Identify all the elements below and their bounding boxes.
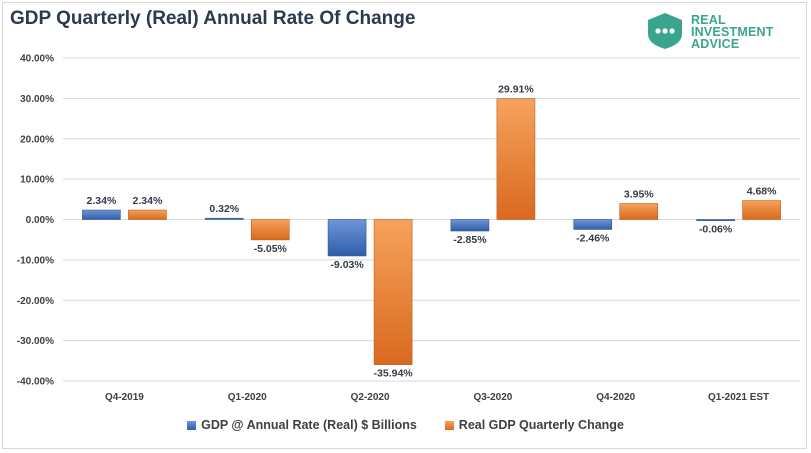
bar-series-2: [250, 219, 290, 241]
y-tick-label: -20.00%: [17, 296, 54, 307]
bar-series-2: [373, 219, 413, 365]
data-label: 3.95%: [624, 189, 654, 201]
bar-series-1: [327, 219, 367, 257]
data-label: -2.46%: [576, 232, 610, 244]
bar-series-2: [619, 203, 659, 220]
data-label: -0.06%: [699, 224, 733, 236]
logo-badge-icon: [648, 13, 682, 49]
y-tick-label: 10.00%: [20, 175, 54, 186]
legend-item-series-1: GDP @ Annual Rate (Real) $ Billions: [187, 418, 417, 432]
bar-series-1: [82, 209, 121, 220]
data-label: -5.05%: [254, 243, 288, 255]
real-investment-advice-logo: REAL INVESTMENT ADVICE: [645, 10, 805, 52]
logo-line-3: ADVICE: [691, 37, 740, 51]
x-tick-label: Q4-2019: [105, 392, 144, 403]
logo-line-1: REAL: [691, 13, 726, 27]
data-label: -35.94%: [374, 368, 414, 380]
data-label: 2.34%: [133, 195, 163, 207]
bar-series-1: [573, 219, 613, 230]
y-tick-label: 20.00%: [20, 134, 54, 145]
logo-wordmark: REAL INVESTMENT ADVICE: [691, 13, 774, 51]
data-label: -9.03%: [330, 259, 364, 271]
y-tick-label: -40.00%: [17, 377, 54, 388]
bar-series-2: [128, 209, 167, 220]
legend-label-series-1: GDP @ Annual Rate (Real) $ Billions: [201, 418, 417, 432]
data-label: 0.32%: [209, 203, 239, 215]
x-tick-label: Q1-2021 EST: [708, 392, 769, 403]
bar-series-1: [450, 219, 490, 232]
legend-swatch-series-2: [444, 420, 454, 430]
legend-swatch-series-1: [187, 420, 197, 430]
y-tick-label: -10.00%: [17, 255, 54, 266]
chart-frame: [2, 2, 807, 449]
y-tick-label: 0.00%: [26, 215, 54, 226]
data-label: 2.34%: [87, 195, 117, 207]
x-tick-label: Q1-2020: [228, 392, 267, 403]
data-label: 29.91%: [498, 84, 534, 96]
y-tick-label: 40.00%: [20, 54, 54, 65]
legend: GDP @ Annual Rate (Real) $ Billions Real…: [0, 418, 811, 432]
bar-series-2: [496, 98, 536, 220]
logo-line-2: INVESTMENT: [691, 25, 774, 39]
y-tick-label: -30.00%: [17, 336, 54, 347]
bar-series-1: [204, 217, 244, 220]
x-tick-label: Q3-2020: [473, 392, 512, 403]
chart-title: GDP Quarterly (Real) Annual Rate Of Chan…: [10, 8, 416, 29]
y-tick-label: 30.00%: [20, 94, 54, 105]
data-label: -2.85%: [453, 234, 487, 246]
bar-series-2: [742, 200, 781, 220]
bar-series-1: [696, 219, 735, 222]
x-tick-label: Q4-2020: [596, 392, 635, 403]
data-label: 4.68%: [747, 186, 777, 198]
x-tick-label: Q2-2020: [351, 392, 390, 403]
legend-item-series-2: Real GDP Quarterly Change: [444, 418, 624, 432]
legend-label-series-2: Real GDP Quarterly Change: [458, 418, 624, 432]
